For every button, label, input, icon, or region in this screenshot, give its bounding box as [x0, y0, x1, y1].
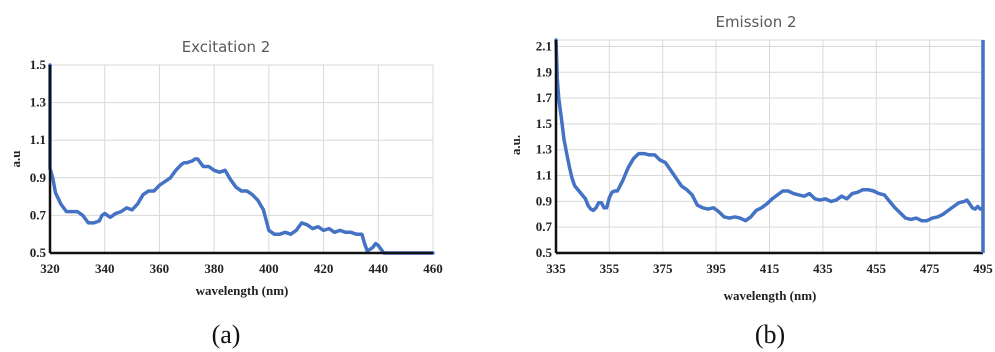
series-group	[554, 38, 985, 223]
x-tick-label: 460	[423, 261, 443, 276]
y-tick-label: 1.1	[536, 168, 552, 183]
panel-caption: (b)	[755, 320, 785, 349]
x-tick-label: 400	[259, 261, 279, 276]
series-line-0	[48, 63, 435, 255]
panel-caption: (a)	[212, 320, 241, 349]
y-tick-label: 1.5	[536, 116, 553, 131]
chart-emission-2: Emission 2 0.5 0.7 0.9 1.1 1.3 1.5 1.7 1.9 2.1 3…	[508, 13, 993, 349]
y-tick-labels: 0.5 0.7 0.9 1.1 1.3 1.5	[30, 57, 47, 260]
x-tick-labels: 320 340 360 380 400 420 440 460	[40, 261, 443, 276]
plot-frame	[49, 64, 434, 254]
y-tick-label: 0.7	[536, 219, 553, 234]
chart-title: Emission 2	[715, 13, 796, 31]
y-tick-label: 1.3	[536, 142, 553, 157]
x-tick-label: 495	[973, 261, 993, 276]
y-tick-label: 1.9	[536, 64, 553, 79]
x-tick-label: 440	[369, 261, 389, 276]
x-tick-label: 415	[760, 261, 780, 276]
x-tick-label: 360	[150, 261, 170, 276]
x-tick-label: 455	[867, 261, 887, 276]
chart-excitation-2: Excitation 2 0.5 0.7 0.9 1.1 1.3 1.5 320 340 36…	[8, 38, 443, 349]
y-tick-label: 1.1	[30, 132, 46, 147]
x-tick-label: 335	[546, 261, 566, 276]
x-tick-label: 355	[600, 261, 620, 276]
series-group	[48, 63, 435, 255]
x-tick-label: 420	[314, 261, 334, 276]
y-tick-label: 0.9	[30, 170, 47, 185]
y-tick-label: 1.7	[536, 90, 553, 105]
y-axis-title: a.u.	[508, 135, 523, 155]
x-tick-label: 475	[920, 261, 940, 276]
x-tick-label: 380	[204, 261, 224, 276]
y-axis-title: a.u	[8, 151, 23, 168]
y-tick-label: 0.9	[536, 193, 553, 208]
x-tick-label: 435	[813, 261, 833, 276]
series-line-0	[554, 38, 985, 223]
grid	[49, 64, 434, 254]
x-tick-label: 340	[95, 261, 115, 276]
y-tick-label: 0.5	[536, 245, 553, 260]
x-axis-title: wavelength (nm)	[724, 288, 817, 303]
y-tick-label: 1.3	[30, 95, 47, 110]
x-axis-title: wavelength (nm)	[196, 283, 289, 298]
y-tick-label: 2.1	[536, 38, 552, 53]
x-tick-label: 395	[706, 261, 726, 276]
x-tick-label: 375	[653, 261, 673, 276]
y-tick-label: 0.7	[30, 207, 47, 222]
x-tick-labels: 335 355 375 395 415 435 455 475 495	[546, 261, 993, 276]
x-tick-label: 320	[40, 261, 60, 276]
y-tick-label: 0.5	[30, 245, 47, 260]
chart-title: Excitation 2	[182, 38, 271, 56]
y-tick-label: 1.5	[30, 57, 47, 72]
y-tick-labels: 0.5 0.7 0.9 1.1 1.3 1.5 1.7 1.9 2.1	[536, 38, 553, 260]
